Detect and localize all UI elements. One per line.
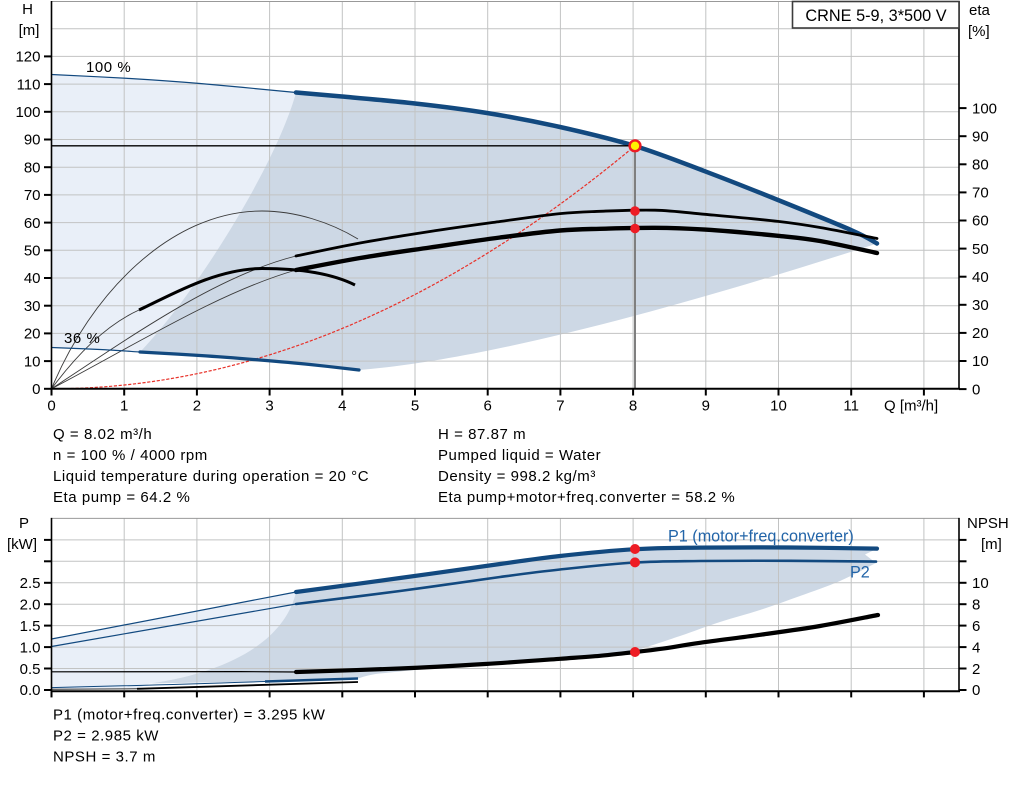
svg-text:4: 4 bbox=[338, 398, 346, 415]
svg-text:20: 20 bbox=[24, 326, 41, 343]
svg-text:2: 2 bbox=[193, 398, 201, 415]
svg-text:0: 0 bbox=[972, 682, 980, 699]
svg-text:10: 10 bbox=[770, 398, 787, 415]
svg-text:110: 110 bbox=[17, 76, 41, 93]
svg-text:1.5: 1.5 bbox=[20, 618, 41, 635]
svg-text:Density = 998.2 kg/m³: Density = 998.2 kg/m³ bbox=[438, 468, 596, 485]
svg-text:120: 120 bbox=[15, 49, 40, 66]
svg-text:90: 90 bbox=[24, 132, 41, 149]
svg-text:36 %: 36 % bbox=[64, 330, 100, 347]
svg-text:n = 100 % / 4000 rpm: n = 100 % / 4000 rpm bbox=[53, 447, 208, 464]
svg-text:60: 60 bbox=[24, 215, 41, 232]
svg-text:H = 87.87 m: H = 87.87 m bbox=[438, 426, 526, 443]
svg-text:H: H bbox=[22, 1, 33, 18]
svg-text:80: 80 bbox=[972, 157, 989, 174]
svg-text:90: 90 bbox=[972, 128, 989, 145]
svg-text:0: 0 bbox=[972, 381, 980, 398]
svg-text:60: 60 bbox=[972, 213, 989, 230]
svg-text:P: P bbox=[19, 515, 29, 532]
svg-text:0: 0 bbox=[32, 381, 40, 398]
svg-text:2: 2 bbox=[972, 661, 980, 678]
svg-text:8: 8 bbox=[972, 596, 980, 613]
svg-text:50: 50 bbox=[972, 241, 989, 258]
svg-text:[m]: [m] bbox=[981, 536, 1002, 553]
svg-text:NPSH = 3.7 m: NPSH = 3.7 m bbox=[53, 748, 156, 765]
svg-text:Q = 8.02 m³/h: Q = 8.02 m³/h bbox=[53, 426, 152, 443]
svg-text:10: 10 bbox=[24, 353, 41, 370]
svg-text:5: 5 bbox=[411, 398, 419, 415]
svg-text:30: 30 bbox=[24, 298, 41, 315]
svg-text:Eta pump+motor+freq.converter: Eta pump+motor+freq.converter = 58.2 % bbox=[438, 489, 735, 506]
svg-text:70: 70 bbox=[972, 185, 989, 202]
svg-text:P2 = 2.985 kW: P2 = 2.985 kW bbox=[53, 727, 159, 744]
svg-text:1.0: 1.0 bbox=[20, 639, 41, 656]
svg-text:40: 40 bbox=[972, 269, 989, 286]
svg-text:100: 100 bbox=[15, 104, 40, 121]
svg-text:80: 80 bbox=[24, 159, 41, 176]
svg-text:6: 6 bbox=[484, 398, 492, 415]
svg-text:Liquid temperature during oper: Liquid temperature during operation = 20… bbox=[53, 468, 369, 485]
svg-text:P1 (motor+freq.converter) = 3.: P1 (motor+freq.converter) = 3.295 kW bbox=[53, 706, 326, 723]
svg-text:2.5: 2.5 bbox=[20, 575, 41, 592]
svg-text:Pumped liquid = Water: Pumped liquid = Water bbox=[438, 447, 601, 464]
svg-text:6: 6 bbox=[972, 618, 980, 635]
svg-text:4: 4 bbox=[972, 639, 980, 656]
svg-text:9: 9 bbox=[702, 398, 710, 415]
svg-text:10: 10 bbox=[972, 353, 989, 370]
svg-text:Eta pump = 64.2 %: Eta pump = 64.2 % bbox=[53, 489, 190, 506]
svg-text:100: 100 bbox=[972, 100, 997, 117]
svg-text:0.0: 0.0 bbox=[20, 682, 41, 699]
svg-text:40: 40 bbox=[24, 270, 41, 287]
svg-text:0: 0 bbox=[47, 398, 55, 415]
svg-text:50: 50 bbox=[24, 243, 41, 260]
svg-text:P2: P2 bbox=[850, 564, 870, 582]
svg-text:100 %: 100 % bbox=[86, 59, 131, 76]
svg-text:30: 30 bbox=[972, 297, 989, 314]
svg-text:1: 1 bbox=[120, 398, 128, 415]
svg-text:7: 7 bbox=[556, 398, 564, 415]
svg-text:[kW]: [kW] bbox=[7, 536, 37, 553]
svg-text:P1 (motor+freq.converter): P1 (motor+freq.converter) bbox=[668, 528, 854, 546]
svg-text:8: 8 bbox=[629, 398, 637, 415]
svg-text:CRNE 5-9, 3*500 V: CRNE 5-9, 3*500 V bbox=[805, 7, 946, 25]
svg-text:20: 20 bbox=[972, 325, 989, 342]
svg-text:eta: eta bbox=[969, 2, 991, 19]
svg-text:[m]: [m] bbox=[19, 22, 40, 39]
svg-text:2.0: 2.0 bbox=[20, 596, 41, 613]
svg-text:[%]: [%] bbox=[968, 23, 990, 40]
svg-text:3: 3 bbox=[265, 398, 273, 415]
svg-text:11: 11 bbox=[843, 398, 859, 415]
svg-text:10: 10 bbox=[972, 575, 989, 592]
svg-text:NPSH: NPSH bbox=[967, 515, 1009, 532]
svg-text:70: 70 bbox=[24, 187, 41, 204]
svg-text:Q [m³/h]: Q [m³/h] bbox=[884, 398, 938, 415]
svg-text:0.5: 0.5 bbox=[20, 661, 41, 678]
